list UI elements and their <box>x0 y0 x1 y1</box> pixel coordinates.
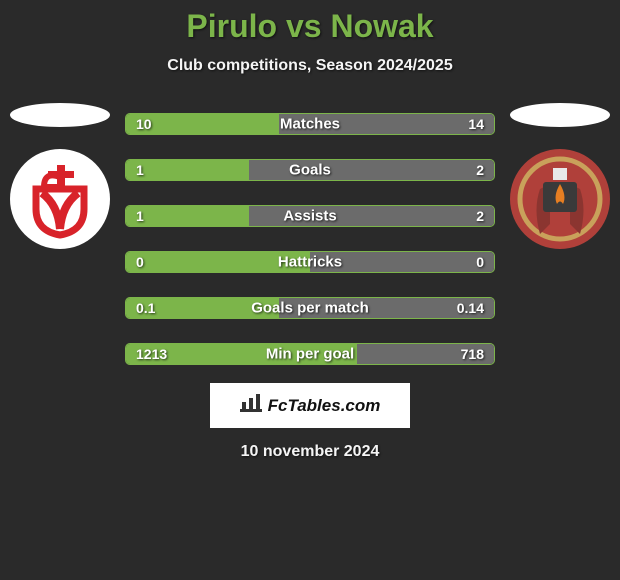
date-text: 10 november 2024 <box>241 443 380 461</box>
bar-value-left: 0 <box>136 254 144 270</box>
right-club-crest <box>510 149 610 249</box>
bar-value-right: 2 <box>476 208 484 224</box>
bar-label: Min per goal <box>266 346 354 363</box>
stat-bar: Min per goal 1213 718 <box>125 343 495 365</box>
bar-value-right: 0 <box>476 254 484 270</box>
bar-label: Goals <box>289 162 331 179</box>
ball-icon-left <box>10 103 110 127</box>
bar-fill-left <box>126 160 249 180</box>
bar-value-left: 1213 <box>136 346 167 362</box>
chart-icon <box>240 394 262 417</box>
bar-value-right: 14 <box>468 116 484 132</box>
bar-value-left: 10 <box>136 116 152 132</box>
branding-text: FcTables.com <box>268 396 381 416</box>
bar-fill-right <box>249 160 494 180</box>
stat-bars: Matches 10 14 Goals 1 2 Assists 1 2 Hattricks 0 0 Go… <box>125 103 495 365</box>
bar-value-left: 1 <box>136 208 144 224</box>
bar-value-right: 718 <box>461 346 484 362</box>
crest-right-svg <box>515 154 605 244</box>
stat-bar: Assists 1 2 <box>125 205 495 227</box>
stat-bar: Goals per match 0.1 0.14 <box>125 297 495 319</box>
bar-value-left: 0.1 <box>136 300 155 316</box>
content-row: Matches 10 14 Goals 1 2 Assists 1 2 Hattricks 0 0 Go… <box>0 103 620 365</box>
bar-label: Matches <box>280 116 340 133</box>
bar-label: Goals per match <box>251 300 369 317</box>
subtitle: Club competitions, Season 2024/2025 <box>167 57 452 75</box>
bar-value-left: 1 <box>136 162 144 178</box>
branding-badge[interactable]: FcTables.com <box>210 383 410 428</box>
bar-label: Assists <box>283 208 336 225</box>
bar-value-right: 0.14 <box>457 300 484 316</box>
left-player-column <box>5 103 115 249</box>
stat-bar: Matches 10 14 <box>125 113 495 135</box>
page-title: Pirulo vs Nowak <box>186 8 433 45</box>
crest-left-svg <box>20 159 100 239</box>
stat-bar: Goals 1 2 <box>125 159 495 181</box>
bar-value-right: 2 <box>476 162 484 178</box>
right-player-column <box>505 103 615 249</box>
left-club-crest <box>10 149 110 249</box>
ball-icon-right <box>510 103 610 127</box>
bar-fill-left <box>126 206 249 226</box>
bar-label: Hattricks <box>278 254 342 271</box>
stat-bar: Hattricks 0 0 <box>125 251 495 273</box>
comparison-card: Pirulo vs Nowak Club competitions, Seaso… <box>0 0 620 580</box>
